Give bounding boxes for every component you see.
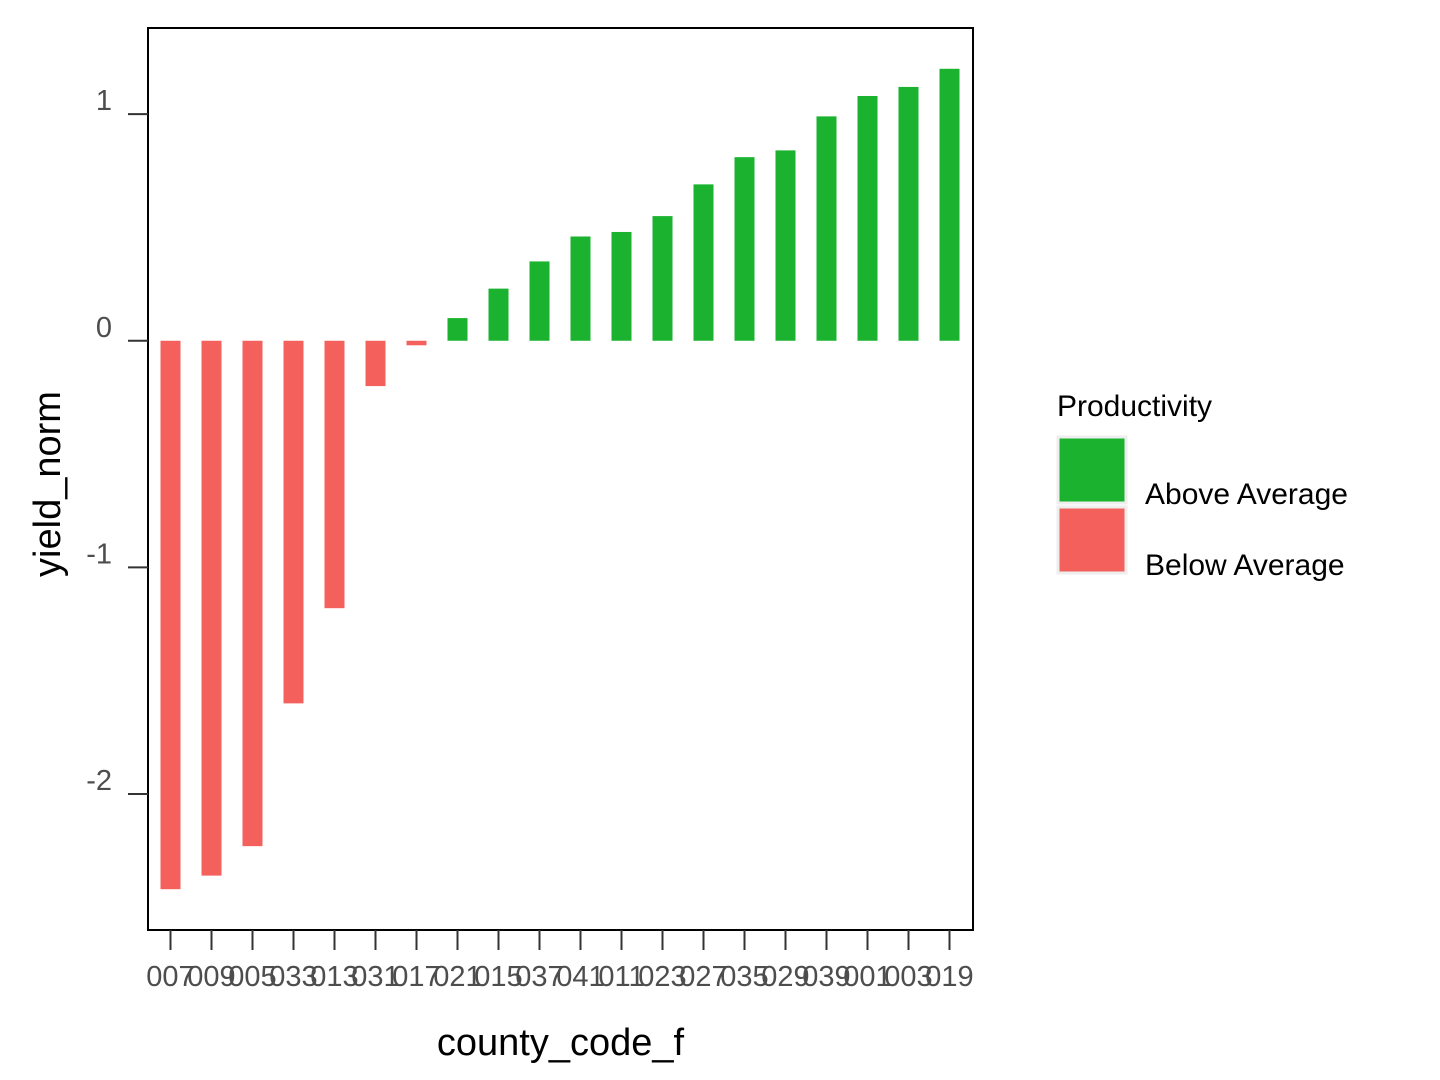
bar-017 <box>406 340 427 346</box>
x-tick-label: 015 <box>474 961 522 993</box>
bar-003 <box>898 86 919 341</box>
x-tick-label: 029 <box>761 961 809 993</box>
x-tick-label: 003 <box>884 961 932 993</box>
bar-011 <box>611 231 632 341</box>
y-tick-label: -2 <box>86 765 112 797</box>
bar-027 <box>693 184 714 341</box>
y-axis-title: yield_norm <box>27 391 69 577</box>
legend-title: Productivity <box>1057 390 1212 423</box>
x-tick-label: 011 <box>598 961 644 993</box>
x-tick-label: 027 <box>679 961 727 993</box>
plot-panel-border <box>147 27 974 931</box>
bar-033 <box>283 340 304 704</box>
x-tick-label: 005 <box>228 961 276 993</box>
x-axis-title: county_code_f <box>437 1022 685 1064</box>
y-axis: -2 -1 0 1 <box>86 85 148 797</box>
bar-015 <box>488 288 509 341</box>
x-tick-label: 041 <box>556 961 604 993</box>
bar-041 <box>570 236 591 341</box>
bar-021 <box>447 318 468 341</box>
bar-019 <box>939 68 960 341</box>
x-tick-label: 023 <box>638 961 686 993</box>
x-axis: 0070090050330130310170210150370410110230… <box>146 930 974 993</box>
legend: Productivity Above Average Below Average <box>1056 390 1348 582</box>
bars-layer <box>160 68 960 890</box>
bar-029 <box>775 150 796 341</box>
x-tick-label: 019 <box>925 961 973 993</box>
x-tick-label: 001 <box>843 961 891 993</box>
x-tick-label: 035 <box>720 961 768 993</box>
bar-005 <box>242 340 263 847</box>
x-tick-label: 031 <box>351 961 399 993</box>
x-tick-label: 017 <box>392 961 440 993</box>
x-tick-label: 037 <box>515 961 563 993</box>
bar-037 <box>529 261 550 341</box>
bar-031 <box>365 340 386 387</box>
y-tick-label: 1 <box>96 85 112 117</box>
legend-key-above-average <box>1056 435 1128 505</box>
y-tick-label: -1 <box>86 538 112 570</box>
bar-023 <box>652 216 673 341</box>
x-tick-label: 033 <box>269 961 317 993</box>
legend-label-below-average: Below Average <box>1145 549 1345 582</box>
bar-001 <box>857 95 878 341</box>
bar-039 <box>816 116 837 341</box>
x-tick-label: 039 <box>802 961 850 993</box>
bar-035 <box>734 157 755 341</box>
bar-009 <box>201 340 222 876</box>
y-tick-label: 0 <box>96 312 112 344</box>
x-tick-label: 009 <box>187 961 235 993</box>
x-tick-label: 021 <box>433 961 481 993</box>
legend-label-above-average: Above Average <box>1145 478 1348 511</box>
legend-key-below-average <box>1056 505 1128 575</box>
bar-013 <box>324 340 345 609</box>
x-tick-label: 007 <box>146 961 194 993</box>
x-tick-label: 013 <box>310 961 358 993</box>
bar-007 <box>160 340 181 890</box>
